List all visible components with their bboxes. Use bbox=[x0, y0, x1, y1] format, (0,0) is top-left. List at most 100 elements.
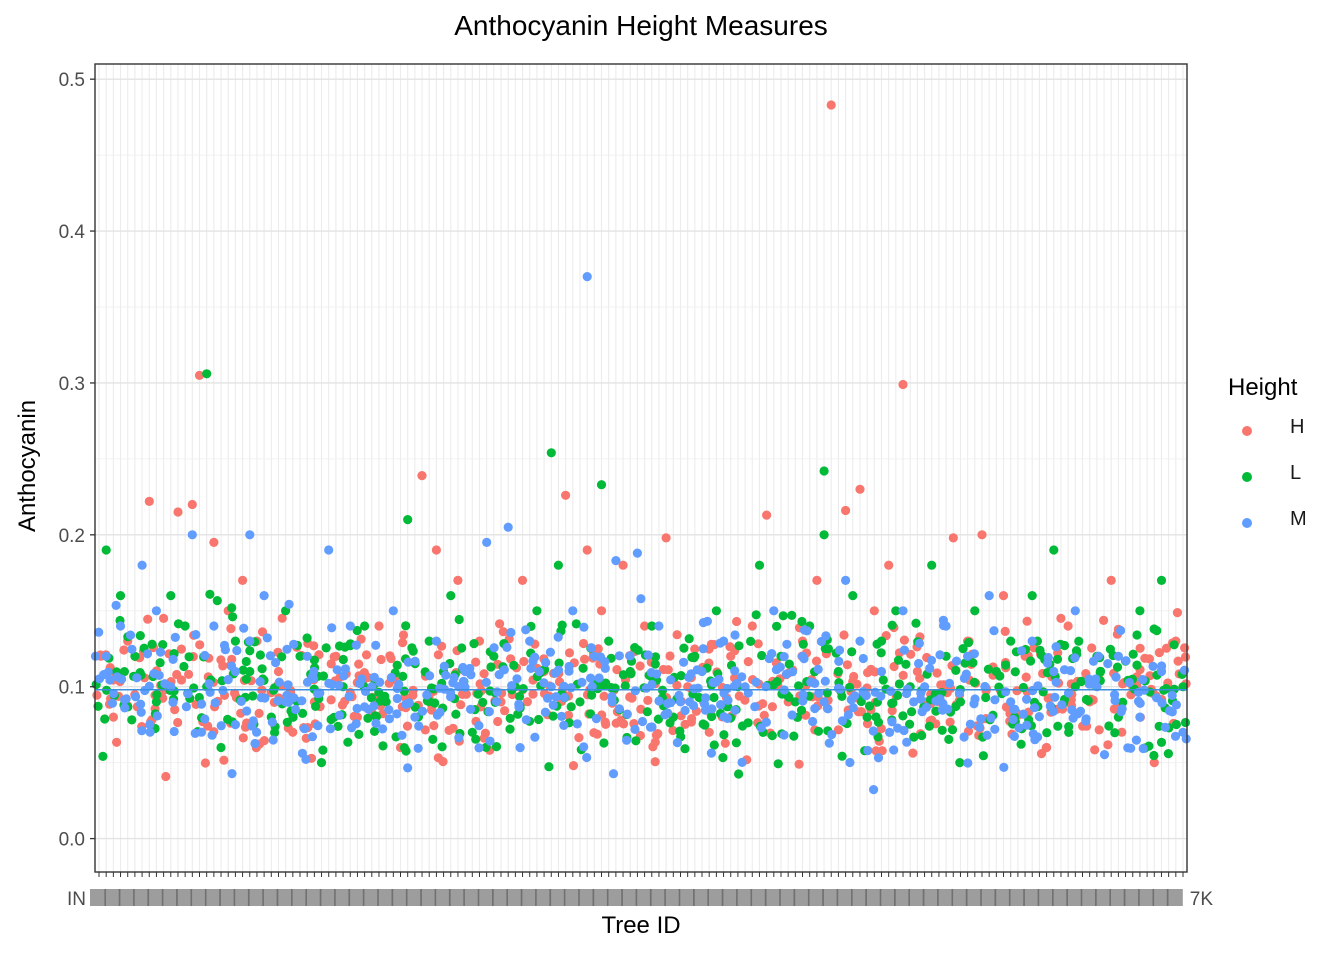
x-tick-label-glyph bbox=[1052, 889, 1068, 906]
data-point-h bbox=[899, 635, 910, 645]
data-point-l bbox=[505, 713, 515, 723]
data-point-m bbox=[334, 710, 344, 721]
data-point-l bbox=[891, 606, 901, 616]
data-point-l bbox=[625, 666, 635, 677]
x-tick-label-glyph bbox=[90, 889, 106, 906]
data-point-h bbox=[596, 606, 607, 616]
data-point-m bbox=[1070, 653, 1080, 663]
data-point-h bbox=[200, 758, 210, 768]
data-point-l bbox=[983, 664, 994, 674]
x-tick-label-glyph bbox=[147, 889, 164, 906]
data-point-l bbox=[471, 734, 481, 744]
data-point-m bbox=[813, 664, 823, 675]
data-point-l bbox=[147, 639, 157, 649]
data-point-m bbox=[1022, 720, 1032, 730]
data-point-h bbox=[740, 695, 750, 705]
data-point-l bbox=[944, 734, 954, 745]
data-point-l bbox=[321, 643, 331, 653]
data-point-m bbox=[990, 724, 1000, 734]
x-tick-label-glyph bbox=[621, 889, 638, 906]
data-point-m bbox=[417, 706, 428, 716]
data-point-m bbox=[267, 717, 277, 727]
data-point-h bbox=[326, 695, 336, 705]
data-point-m bbox=[168, 697, 178, 707]
data-point-l bbox=[937, 725, 947, 735]
data-point-h bbox=[1117, 727, 1127, 737]
data-point-m bbox=[144, 681, 154, 691]
data-point-h bbox=[1099, 615, 1109, 626]
data-point-h bbox=[184, 669, 194, 680]
data-point-m bbox=[810, 703, 820, 714]
data-point-m bbox=[512, 674, 522, 684]
data-point-m bbox=[697, 666, 707, 677]
data-point-m bbox=[369, 701, 379, 711]
data-point-l bbox=[893, 690, 903, 701]
data-point-m bbox=[914, 658, 924, 669]
data-point-l bbox=[772, 621, 782, 631]
data-point-l bbox=[1156, 575, 1167, 586]
data-point-m bbox=[431, 636, 441, 646]
data-point-h bbox=[1135, 643, 1145, 653]
data-point-h bbox=[187, 499, 197, 510]
data-point-l bbox=[245, 666, 255, 677]
data-point-m bbox=[482, 537, 492, 548]
x-tick-label-glyph bbox=[664, 889, 681, 906]
x-tick-label-glyph bbox=[836, 889, 853, 906]
data-point-l bbox=[1118, 697, 1128, 707]
data-point-l bbox=[970, 606, 980, 616]
data-point-l bbox=[711, 606, 722, 616]
data-point-l bbox=[679, 643, 689, 653]
data-point-m bbox=[494, 670, 504, 680]
data-point-m bbox=[265, 651, 275, 661]
x-tick-label-glyph bbox=[247, 889, 264, 906]
data-point-m bbox=[643, 650, 653, 660]
data-point-m bbox=[885, 727, 895, 738]
x-tick-label-glyph bbox=[204, 889, 221, 906]
legend-label-m: M bbox=[1290, 508, 1307, 530]
outlier-point-h bbox=[561, 490, 571, 500]
data-point-l bbox=[184, 652, 194, 662]
x-tick-label-glyph bbox=[434, 889, 451, 906]
data-point-l bbox=[248, 691, 258, 701]
data-point-h bbox=[672, 680, 682, 690]
data-point-h bbox=[1103, 740, 1113, 750]
data-point-m bbox=[259, 591, 269, 601]
data-point-m bbox=[152, 711, 162, 721]
data-point-m bbox=[846, 695, 856, 705]
data-point-l bbox=[1156, 737, 1167, 748]
data-point-m bbox=[196, 699, 207, 709]
data-point-m bbox=[632, 548, 643, 558]
data-point-m bbox=[797, 651, 808, 661]
data-point-l bbox=[847, 647, 857, 657]
data-point-h bbox=[1090, 745, 1100, 755]
data-point-m bbox=[679, 657, 689, 667]
data-point-m bbox=[710, 677, 720, 688]
x-tick-label-glyph bbox=[334, 889, 351, 906]
data-point-l bbox=[532, 606, 542, 616]
data-point-l bbox=[451, 709, 461, 719]
data-point-h bbox=[238, 733, 248, 743]
data-point-m bbox=[181, 702, 191, 712]
data-point-m bbox=[526, 663, 536, 674]
data-point-m bbox=[183, 689, 193, 699]
data-point-m bbox=[403, 763, 413, 773]
data-point-m bbox=[761, 717, 772, 727]
data-point-m bbox=[401, 699, 411, 709]
data-point-m bbox=[722, 683, 732, 694]
data-point-m bbox=[351, 640, 361, 650]
data-point-m bbox=[750, 702, 760, 712]
data-point-l bbox=[548, 711, 558, 721]
data-point-m bbox=[941, 621, 951, 631]
data-point-m bbox=[834, 645, 845, 655]
data-point-m bbox=[492, 687, 502, 697]
x-tick-label-glyph bbox=[879, 889, 896, 906]
data-point-h bbox=[753, 639, 763, 649]
outlier-point-l bbox=[546, 448, 556, 458]
data-point-m bbox=[1034, 712, 1044, 722]
data-point-l bbox=[288, 712, 298, 722]
data-point-m bbox=[1043, 658, 1053, 668]
data-point-l bbox=[1112, 662, 1123, 672]
data-point-m bbox=[647, 679, 657, 690]
data-point-m bbox=[351, 719, 361, 729]
data-point-m bbox=[1006, 697, 1016, 707]
